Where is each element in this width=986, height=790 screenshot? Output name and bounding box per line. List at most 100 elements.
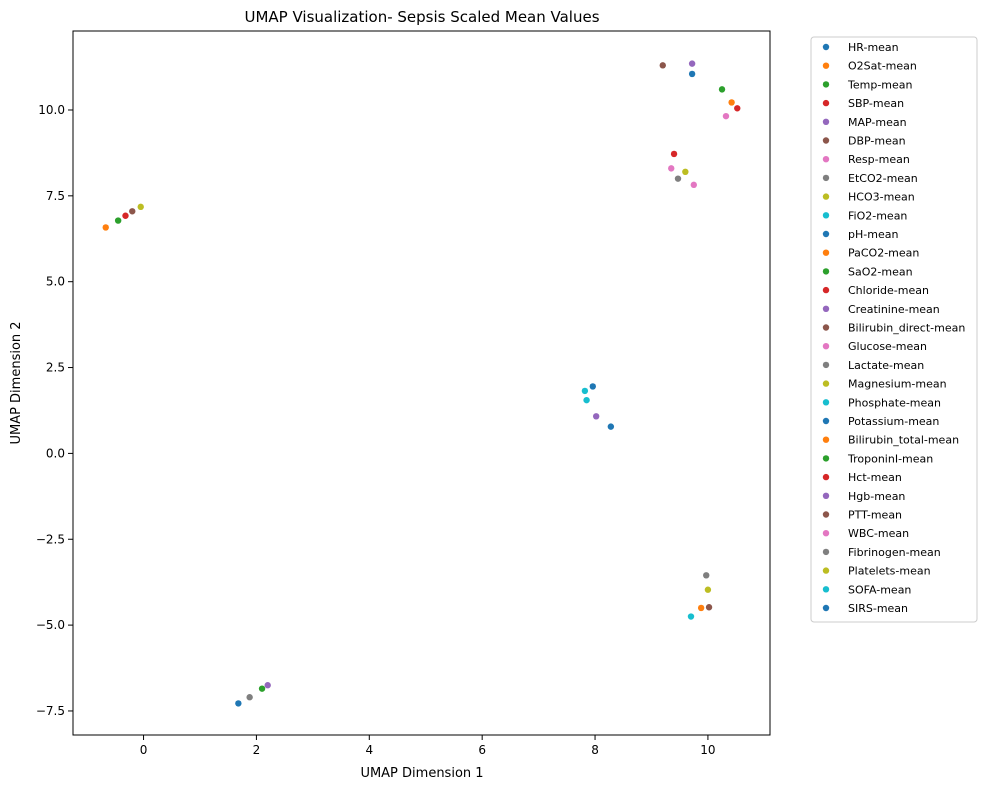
y-axis-label: UMAP Dimension 2 — [9, 321, 24, 444]
legend-marker — [822, 380, 830, 387]
data-point — [583, 396, 590, 404]
legend-label: DBP-mean — [848, 135, 906, 148]
legend-marker — [822, 361, 830, 369]
legend-marker — [822, 324, 830, 331]
data-point — [129, 208, 136, 215]
legend-label: Chloride-mean — [848, 284, 929, 297]
legend-marker — [822, 492, 830, 499]
legend-label: Magnesium-mean — [848, 378, 947, 391]
data-point — [589, 383, 596, 390]
y-tick-label: 10.0 — [38, 103, 65, 117]
legend-marker — [822, 343, 830, 350]
legend-label: PTT-mean — [848, 509, 902, 522]
legend-marker — [822, 62, 830, 69]
y-tick-label: 7.5 — [46, 189, 65, 203]
legend: HR-mean O2Sat-mean Temp-mean SBP-mean MAP-me… — [810, 36, 978, 623]
legend-label: Resp-mean — [848, 153, 910, 166]
legend-marker — [822, 567, 830, 574]
legend-label: SBP-mean — [848, 97, 904, 110]
data-points — [102, 60, 741, 707]
x-tick-label: 10 — [700, 743, 715, 757]
data-point — [674, 175, 682, 182]
legend-items: HR-mean O2Sat-mean Temp-mean SBP-mean MAP-me… — [822, 41, 965, 615]
data-point — [607, 423, 615, 430]
legend-marker — [822, 212, 830, 219]
data-point — [682, 168, 689, 175]
data-point — [722, 112, 730, 120]
legend-label: TroponinI-mean — [847, 452, 933, 465]
y-tick-label: −7.5 — [36, 704, 65, 718]
legend-label: FiO2-mean — [848, 209, 907, 222]
y-axis: −7.5 −5.0 −2.5 0.0 2.5 5.0 7.5 10.0 — [36, 103, 73, 718]
x-tick-label: 8 — [591, 743, 599, 757]
legend-label: Phosphate-mean — [848, 396, 941, 409]
legend-label: SaO2-mean — [848, 265, 913, 278]
legend-label: WBC-mean — [848, 527, 909, 540]
legend-marker — [822, 305, 830, 312]
data-point — [581, 387, 589, 395]
x-axis: 0 2 4 6 8 10 — [140, 735, 716, 757]
legend-marker — [822, 43, 830, 51]
x-tick-label: 0 — [140, 743, 148, 757]
legend-label: HR-mean — [848, 41, 899, 54]
x-axis-label: UMAP Dimension 1 — [360, 766, 483, 781]
x-tick-label: 2 — [253, 743, 261, 757]
y-tick-label: −5.0 — [36, 618, 65, 632]
legend-marker — [822, 286, 830, 294]
chart-title: UMAP Visualization- Sepsis Scaled Mean V… — [244, 8, 599, 26]
legend-label: Creatinine-mean — [848, 303, 940, 316]
data-point — [137, 203, 144, 211]
legend-label: Potassium-mean — [848, 415, 939, 428]
y-tick-label: 2.5 — [46, 361, 65, 375]
legend-marker — [822, 455, 830, 462]
data-point — [688, 60, 696, 67]
legend-marker — [822, 436, 830, 443]
legend-label: SIRS-mean — [848, 602, 908, 615]
legend-marker — [822, 230, 830, 238]
data-point — [704, 586, 712, 593]
legend-label: PaCO2-mean — [848, 247, 919, 260]
legend-marker — [822, 530, 830, 537]
legend-marker — [822, 604, 830, 612]
legend-label: Glucose-mean — [848, 340, 927, 353]
data-point — [114, 217, 122, 224]
data-point — [705, 604, 713, 611]
legend-label: O2Sat-mean — [848, 60, 917, 73]
legend-marker — [822, 268, 830, 275]
data-point — [592, 413, 600, 420]
legend-marker — [822, 586, 830, 593]
plot-area — [72, 30, 771, 736]
legend-label: Fibrinogen-mean — [848, 546, 941, 559]
legend-label: Hct-mean — [848, 471, 902, 484]
legend-label: Bilirubin_direct-mean — [848, 322, 965, 335]
legend-label: EtCO2-mean — [848, 172, 918, 185]
legend-marker — [822, 99, 830, 107]
legend-label: Hgb-mean — [848, 490, 905, 503]
legend-marker — [822, 249, 830, 256]
y-tick-label: 5.0 — [46, 275, 65, 289]
legend-label: Lactate-mean — [848, 359, 924, 372]
data-point — [703, 572, 710, 579]
legend-label: SOFA-mean — [848, 583, 911, 596]
data-point — [246, 694, 253, 701]
data-point — [668, 165, 675, 172]
y-tick-label: 0.0 — [46, 446, 65, 460]
legend-marker — [822, 417, 830, 425]
data-point — [697, 604, 705, 612]
data-point — [670, 150, 678, 158]
data-point — [687, 613, 695, 620]
legend-marker — [822, 548, 830, 556]
legend-marker — [822, 156, 830, 163]
legend-label: MAP-mean — [848, 116, 907, 129]
legend-marker — [822, 473, 830, 481]
data-point — [659, 62, 666, 69]
data-point — [734, 105, 741, 112]
data-point — [718, 86, 726, 93]
data-point — [264, 682, 271, 689]
legend-marker — [822, 118, 830, 126]
legend-label: Temp-mean — [847, 78, 913, 91]
legend-marker — [822, 137, 830, 144]
data-point — [122, 212, 129, 219]
legend-marker — [822, 193, 830, 200]
